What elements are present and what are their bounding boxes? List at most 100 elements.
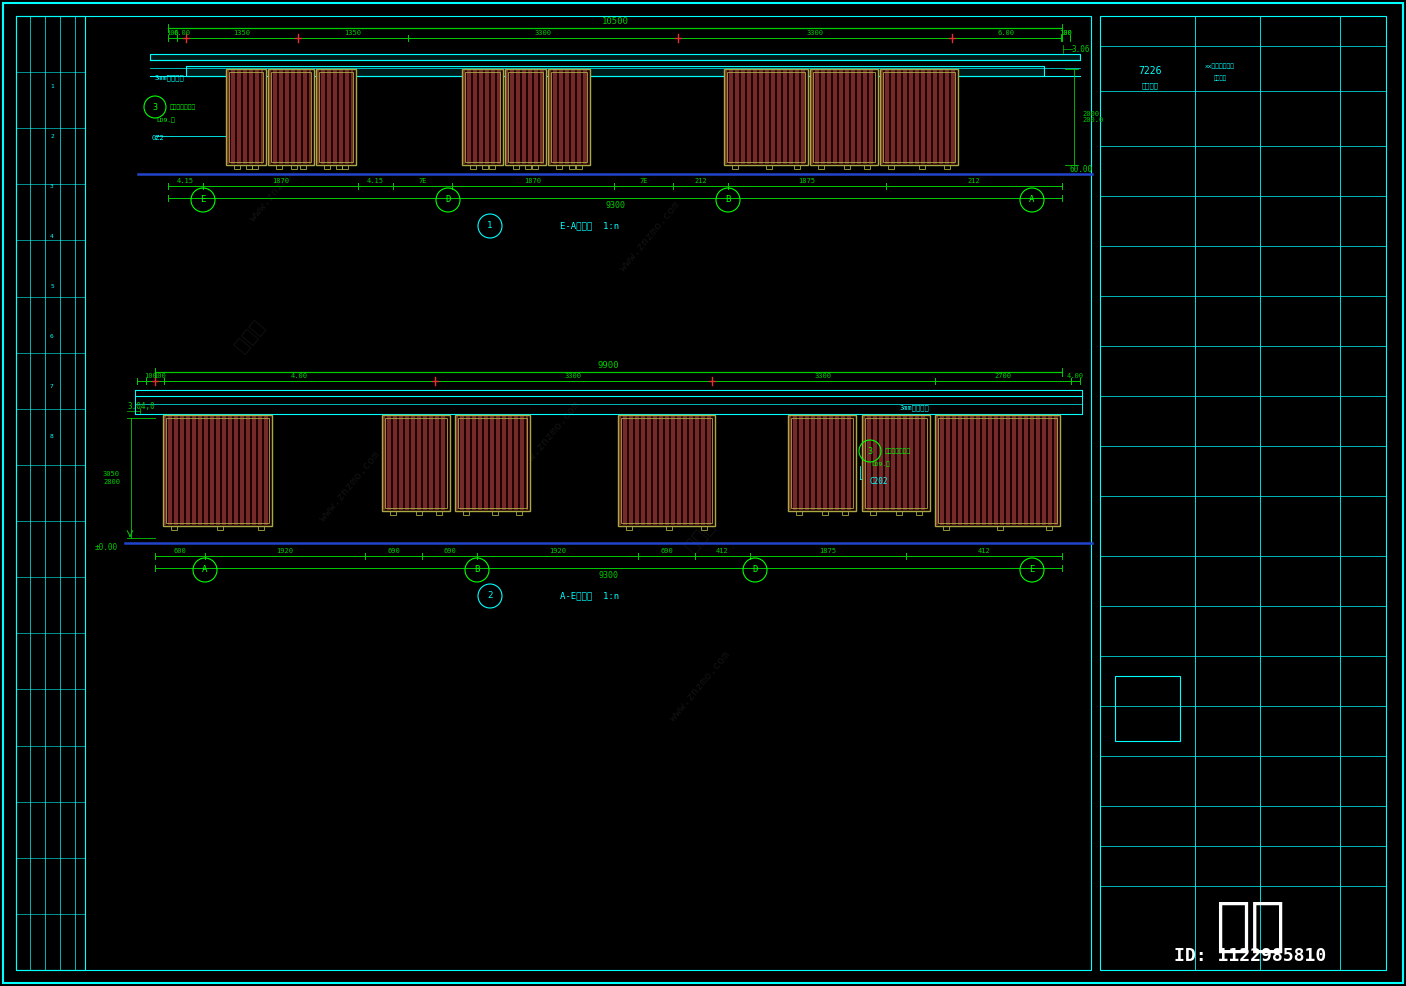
- Bar: [336, 165, 342, 169]
- Bar: [135, 390, 1083, 414]
- Bar: [619, 415, 716, 526]
- Bar: [163, 415, 271, 526]
- Text: www.znzmo.com: www.znzmo.com: [619, 199, 682, 273]
- Text: 4.15: 4.15: [367, 178, 384, 184]
- Bar: [489, 165, 495, 169]
- Text: 2700: 2700: [994, 373, 1011, 379]
- Bar: [316, 69, 356, 165]
- Text: 9300: 9300: [599, 572, 619, 581]
- Text: 60.00: 60.00: [1070, 166, 1092, 175]
- Text: 2: 2: [488, 592, 492, 600]
- Text: A-E立面图  1:n: A-E立面图 1:n: [560, 592, 619, 600]
- Bar: [787, 415, 856, 511]
- Text: ±0.00: ±0.00: [94, 543, 118, 552]
- Bar: [252, 165, 257, 169]
- Bar: [217, 526, 224, 530]
- Bar: [436, 511, 441, 515]
- Bar: [794, 165, 800, 169]
- Text: 7E: 7E: [418, 178, 427, 184]
- Text: 知末: 知末: [1215, 897, 1285, 954]
- Bar: [810, 69, 877, 165]
- Bar: [482, 165, 488, 169]
- Text: B: B: [474, 566, 479, 575]
- Text: A: A: [1029, 195, 1035, 204]
- Text: 100: 100: [1060, 30, 1073, 36]
- Bar: [880, 69, 957, 165]
- Bar: [508, 72, 543, 162]
- Text: 工程名称: 工程名称: [1213, 75, 1226, 81]
- Bar: [226, 69, 266, 165]
- Text: 8: 8: [51, 434, 53, 439]
- Bar: [576, 165, 582, 169]
- Text: 知末网: 知末网: [682, 517, 718, 555]
- Bar: [796, 511, 801, 515]
- Text: 4.00: 4.00: [1067, 373, 1084, 379]
- Text: 6: 6: [51, 333, 53, 338]
- Text: 5: 5: [51, 284, 53, 289]
- Bar: [551, 72, 586, 162]
- Text: 412: 412: [716, 548, 728, 554]
- Text: 7E: 7E: [640, 178, 648, 184]
- Text: 212: 212: [967, 178, 980, 184]
- Text: E: E: [1029, 566, 1035, 575]
- Bar: [416, 511, 422, 515]
- Bar: [465, 72, 501, 162]
- Text: 3050
2800: 3050 2800: [103, 471, 120, 484]
- Bar: [299, 165, 307, 169]
- Text: 4: 4: [51, 234, 53, 239]
- Text: 3300: 3300: [534, 30, 551, 36]
- Text: 6.00: 6.00: [998, 30, 1015, 36]
- Bar: [787, 415, 856, 511]
- Bar: [389, 511, 396, 515]
- Bar: [276, 165, 283, 169]
- Text: 212: 212: [695, 178, 707, 184]
- Text: 1: 1: [488, 222, 492, 231]
- Bar: [458, 418, 527, 508]
- Text: www.znzmo.com: www.znzmo.com: [318, 450, 382, 523]
- Bar: [702, 526, 707, 530]
- Bar: [15, 16, 1091, 970]
- Bar: [733, 165, 738, 169]
- Text: 100: 100: [166, 30, 179, 36]
- Bar: [621, 418, 711, 523]
- Bar: [823, 511, 828, 515]
- Bar: [269, 69, 314, 165]
- Text: www.znzmo.com: www.znzmo.com: [668, 649, 733, 723]
- Bar: [456, 415, 530, 511]
- Text: 3300: 3300: [807, 30, 824, 36]
- Bar: [246, 165, 252, 169]
- Text: 模板编号: 模板编号: [1142, 83, 1159, 90]
- Bar: [915, 511, 922, 515]
- Text: 黑枫三夫树圆盘: 黑枫三夫树圆盘: [170, 105, 197, 109]
- Bar: [513, 165, 519, 169]
- Text: D: D: [752, 566, 758, 575]
- Bar: [163, 415, 271, 526]
- Bar: [727, 72, 806, 162]
- Text: B: B: [725, 195, 731, 204]
- Text: 1870: 1870: [524, 178, 541, 184]
- Bar: [865, 165, 870, 169]
- Bar: [186, 66, 1045, 76]
- Bar: [883, 72, 955, 162]
- Bar: [935, 415, 1060, 526]
- Text: 1875: 1875: [820, 548, 837, 554]
- Text: 100: 100: [153, 373, 166, 379]
- Text: xx市房产开发商: xx市房产开发商: [1205, 63, 1234, 69]
- Bar: [880, 69, 957, 165]
- Bar: [166, 418, 269, 523]
- Bar: [505, 69, 546, 165]
- Text: 3: 3: [51, 183, 53, 188]
- Bar: [548, 69, 591, 165]
- Text: 600: 600: [173, 548, 187, 554]
- Text: 1: 1: [51, 84, 53, 89]
- Text: 9300: 9300: [605, 201, 626, 210]
- Bar: [555, 165, 562, 169]
- Text: 412: 412: [977, 548, 990, 554]
- Text: 690: 690: [443, 548, 456, 554]
- Bar: [724, 69, 808, 165]
- Text: 2: 2: [51, 133, 53, 138]
- Bar: [1046, 526, 1052, 530]
- Bar: [463, 69, 503, 165]
- Bar: [172, 526, 177, 530]
- Bar: [531, 165, 538, 169]
